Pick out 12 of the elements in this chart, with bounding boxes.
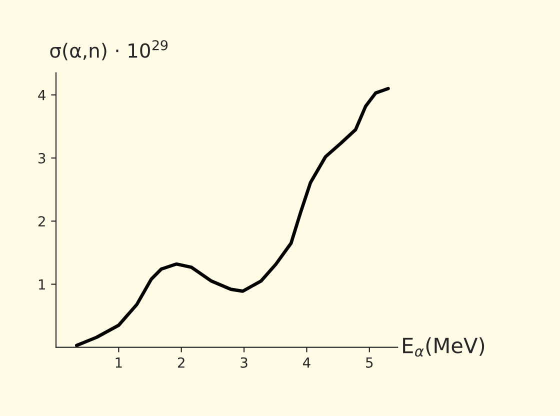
y-tick-label: 4 bbox=[38, 90, 46, 100]
x-axis-title: E$_{α}$(MeV) bbox=[403, 337, 484, 357]
y-tick-label: 2 bbox=[38, 216, 45, 226]
y-tick-label: 3 bbox=[38, 152, 46, 164]
x-tick-label: 1 bbox=[116, 358, 122, 368]
x-tick-label: 5 bbox=[366, 358, 373, 368]
x-tick-label: 4 bbox=[302, 358, 310, 368]
line-series bbox=[75, 86, 390, 348]
x-tick-label: 3 bbox=[240, 357, 248, 368]
y-tick-label: 1 bbox=[38, 279, 45, 290]
y-axis-title: σ(α,n) · 10$^{29}$ bbox=[50, 40, 168, 60]
x-tick-label: 2 bbox=[178, 357, 184, 368]
